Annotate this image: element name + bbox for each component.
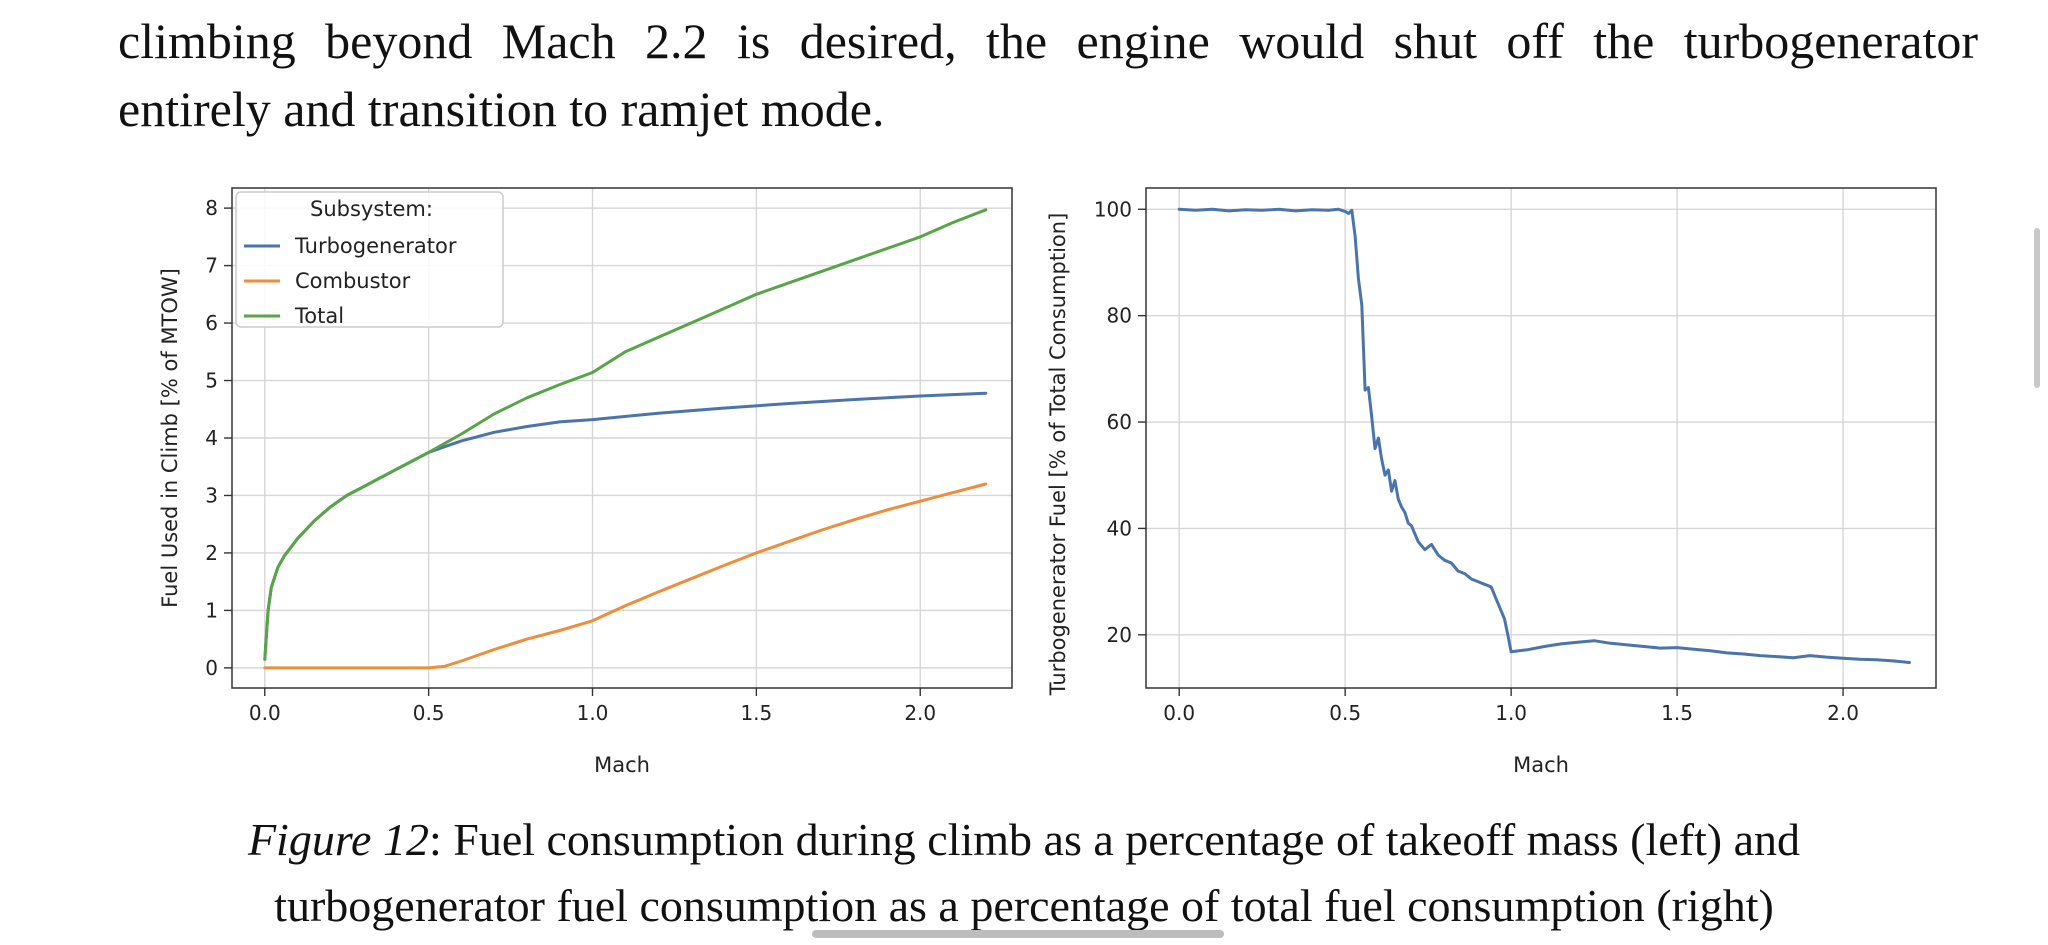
x-tick-label: 1.0 [1495,701,1527,725]
legend-label-turbogenerator: Turbogenerator [294,234,457,258]
turbogenerator-share-chart: 0.0 0.5 1.0 1.5 2.0 20 40 60 80 100 Mach Turbogen… [1048,187,1937,777]
caption-text-1: : Fuel consumption during climb as a per… [428,814,1801,865]
y-tick-label: 20 [1107,623,1132,647]
y-tick-label: 6 [205,311,218,335]
body-text-line-2: entirely and transition to ramjet mode. [118,81,885,137]
x-tick-label: 1.5 [740,701,772,725]
legend-title: Subsystem: [310,197,433,221]
grid-lines [1146,188,1936,688]
series-0-line [1177,207,1911,664]
legend: Subsystem: Turbogenerator Combustor Tota… [235,191,504,328]
y-tick-label: 1 [205,598,218,622]
legend-label-total: Total [294,304,344,328]
x-tick-label: 2.0 [904,701,936,725]
y-tick-label: 0 [205,656,218,680]
figure-caption-line-1: Figure 12: Fuel consumption during climb… [0,808,2048,872]
figure-caption-line-2: turbogenerator fuel consumption as a per… [274,880,1774,931]
turbogenerator-line [263,391,988,661]
body-text-line-1: climbing beyond Mach 2.2 is desired, the… [118,13,1978,69]
axis-ticks: 0.0 0.5 1.0 1.5 2.0 20 40 60 80 100 [1094,197,1859,725]
x-axis-label: Mach [1513,753,1569,777]
figure-label: Figure 12 [247,814,429,865]
legend-box [235,191,504,328]
combustor-line [263,482,988,670]
x-tick-label: 0.5 [1329,701,1361,725]
y-tick-label: 2 [205,541,218,565]
home-indicator[interactable] [812,930,1224,938]
axis-ticks: 0.0 0.5 1.0 1.5 2.0 0 1 2 3 4 5 6 7 8 [205,196,936,725]
y-tick-label: 40 [1107,516,1132,540]
y-axis-label: Turbogenerator Fuel [% of Total Consumpt… [1048,213,1070,697]
series-lines [1177,207,1911,664]
x-tick-label: 0.0 [249,701,281,725]
y-axis-label: Fuel Used in Climb [% of MTOW] [158,268,182,608]
y-tick-label: 3 [205,483,218,507]
y-tick-label: 100 [1094,197,1132,221]
x-tick-label: 0.5 [413,701,445,725]
x-tick-label: 2.0 [1827,701,1859,725]
x-tick-label: 0.0 [1163,701,1195,725]
series-lines [263,208,988,670]
x-axis-label: Mach [594,753,650,777]
fuel-used-chart: 0.0 0.5 1.0 1.5 2.0 0 1 2 3 4 5 6 7 8 Mach Fuel Used … [158,187,1013,777]
legend-label-combustor: Combustor [295,269,411,293]
x-tick-label: 1.0 [577,701,609,725]
y-tick-label: 4 [205,426,218,450]
total-line [263,208,988,661]
y-tick-label: 7 [205,254,218,278]
y-tick-label: 8 [205,196,218,220]
x-tick-label: 1.5 [1661,701,1693,725]
y-tick-label: 80 [1107,304,1132,328]
scrollbar-thumb[interactable] [2034,228,2040,388]
y-tick-label: 60 [1107,410,1132,434]
y-tick-label: 5 [205,369,218,393]
plot-frame [1145,187,1937,689]
